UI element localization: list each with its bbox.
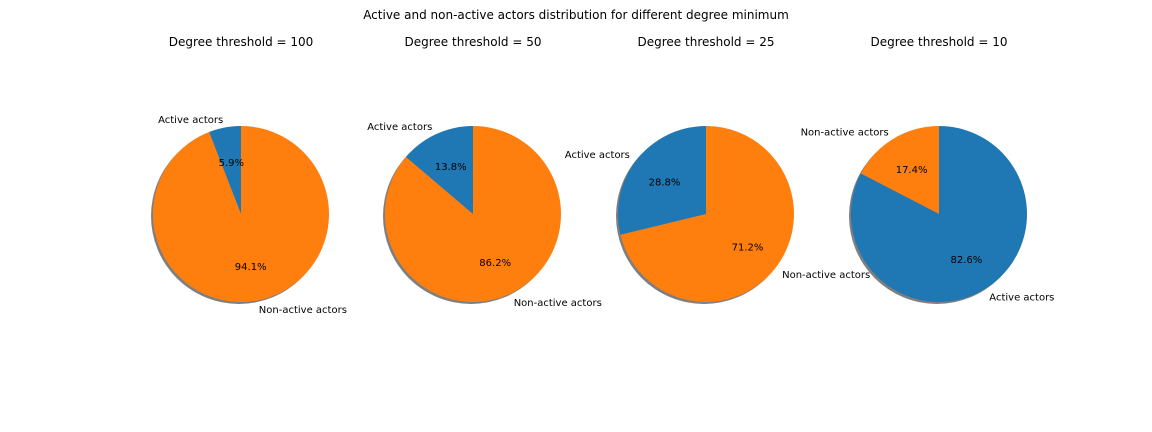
pie-4-slice-2-label: Active actors bbox=[989, 293, 1054, 304]
pie-4-labels: Non-active actors Active actors 17.4% 82… bbox=[801, 127, 1055, 303]
pie-title-2: Degree threshold = 50 bbox=[405, 35, 542, 49]
pie-1-slice-2-pct: 94.1% bbox=[235, 262, 267, 273]
pie-1-labels: Active actors Non-active actors 5.9% 94.… bbox=[158, 115, 347, 316]
pie-1-slice-2-label: Non-active actors bbox=[259, 305, 347, 316]
pie-3-slice-2-pct: 71.2% bbox=[732, 243, 764, 254]
pie-3-labels: Active actors Non-active actors 28.8% 71… bbox=[565, 150, 870, 281]
pie-3-slice-1 bbox=[618, 126, 706, 235]
pie-3-slice-1-label: Active actors bbox=[565, 150, 630, 161]
figure-title: Active and non-active actors distributio… bbox=[363, 8, 789, 22]
pie-1-slice-1 bbox=[209, 126, 241, 214]
pie-2-slice-2 bbox=[385, 126, 562, 302]
pie-2-slice-2-label: Non-active actors bbox=[514, 298, 602, 309]
pie-2-slice-1-pct: 13.8% bbox=[435, 162, 467, 173]
pie-chart-4: Degree threshold = 10 Non-active actors … bbox=[801, 35, 1055, 304]
pie-1-slice-1-label: Active actors bbox=[158, 115, 223, 126]
pie-chart-1: Degree threshold = 100 Active actors Non… bbox=[151, 35, 347, 316]
pie-2-slice-2-pct: 86.2% bbox=[479, 258, 511, 269]
pie-chart-2: Degree threshold = 50 Active actors Non-… bbox=[367, 35, 602, 309]
pie-title-1: Degree threshold = 100 bbox=[169, 35, 314, 49]
pie-3-slice-1-pct: 28.8% bbox=[649, 177, 681, 188]
pie-2-labels: Active actors Non-active actors 13.8% 86… bbox=[367, 122, 602, 309]
pie-3-slice-2 bbox=[620, 125, 795, 303]
pie-4-wedges bbox=[849, 126, 1027, 304]
pie-4-slice-2 bbox=[850, 126, 1027, 302]
pie-3-slice-2-label: Non-active actors bbox=[782, 270, 870, 281]
pie-1-slice-2 bbox=[153, 126, 330, 302]
pie-4-slice-2-pct: 82.6% bbox=[951, 255, 983, 266]
pie-2-slice-1 bbox=[405, 126, 473, 214]
pie-4-slice-1-label: Non-active actors bbox=[801, 127, 889, 138]
pie-1-wedges bbox=[151, 126, 330, 304]
pie-4-slice-1-pct: 17.4% bbox=[896, 165, 928, 176]
pie-4-slice-1 bbox=[860, 126, 939, 214]
pie-2-slice-1-label: Active actors bbox=[367, 122, 432, 133]
pie-2-wedges bbox=[383, 126, 562, 304]
pie-title-3: Degree threshold = 25 bbox=[638, 35, 775, 49]
pie-chart-3: Degree threshold = 25 Active actors Non-… bbox=[565, 35, 870, 304]
pie-1-slice-1-pct: 5.9% bbox=[219, 158, 244, 169]
pie-3-wedges bbox=[616, 125, 795, 304]
pie-title-4: Degree threshold = 10 bbox=[871, 35, 1008, 49]
